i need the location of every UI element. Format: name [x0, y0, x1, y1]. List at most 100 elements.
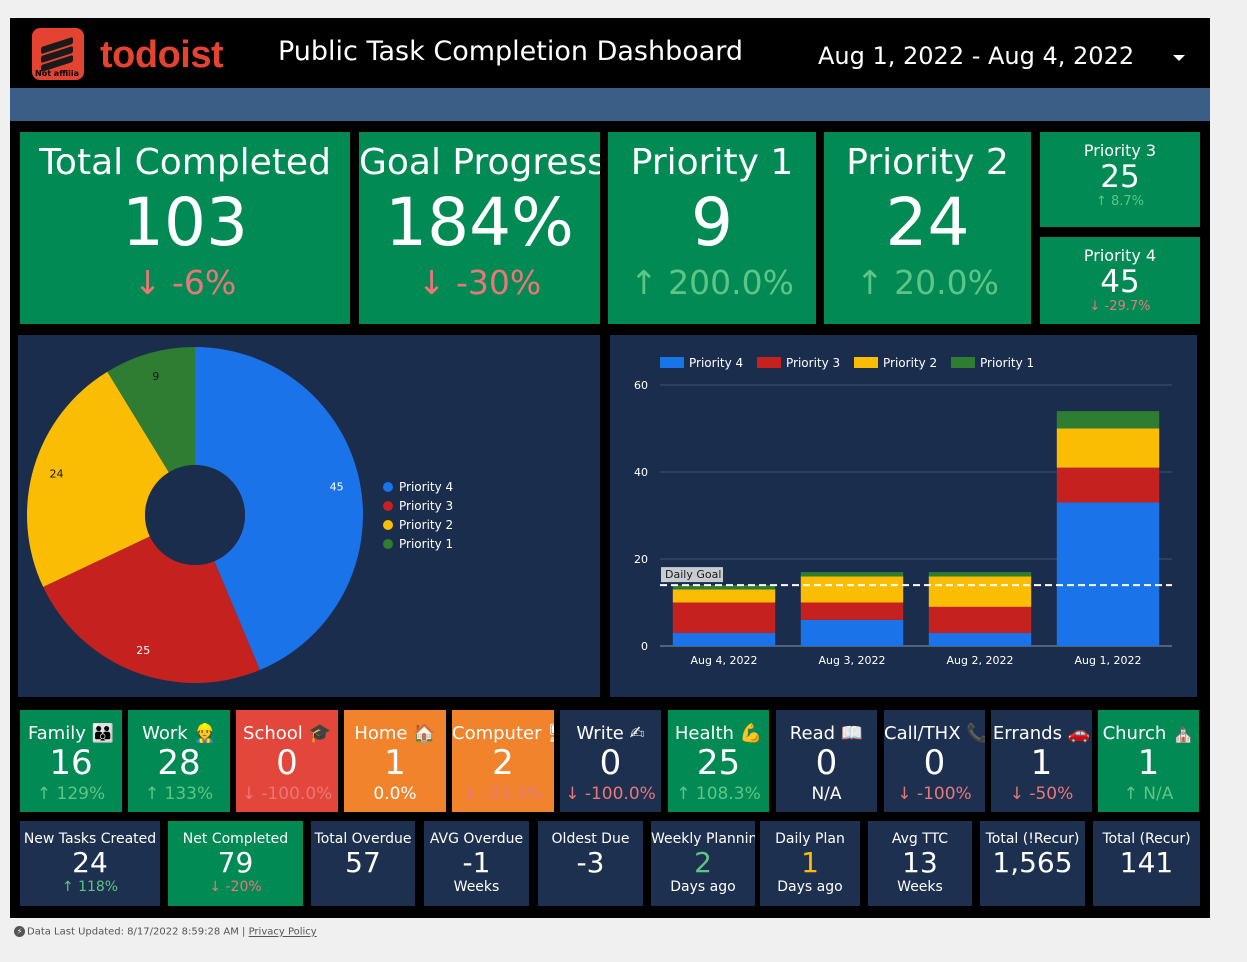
footer: ⚡ Data Last Updated: 8/17/2022 8:59:28 AM… — [14, 926, 317, 938]
kpi-value: 184% — [385, 184, 574, 261]
stat-title: New Tasks Created — [23, 831, 157, 847]
header-bar — [10, 88, 1210, 121]
category-card-health: Health 💪 25 ↑ 108.3% — [668, 710, 769, 812]
stat-title: Oldest Due — [551, 831, 630, 847]
bar-segment-priority-1[interactable] — [672, 585, 776, 590]
pie-slice-priority-4[interactable] — [195, 347, 363, 670]
bar-chart: 0 20 40 60 Aug 4, 2022 Aug 3, 2022 Aug 2, 2022… — [634, 356, 1172, 667]
kpi-value: 25 — [1100, 159, 1140, 195]
legend-item[interactable]: Priority 3 — [399, 499, 453, 513]
legend-item[interactable]: Priority 1 — [399, 537, 453, 551]
bar-segment-priority-3[interactable] — [800, 602, 904, 620]
kpi-title: Priority 2 — [846, 142, 1009, 183]
bar-segment-priority-1[interactable] — [928, 572, 1032, 577]
category-change-value: -100.0% — [584, 784, 656, 804]
privacy-policy-link[interactable]: Privacy Policy — [248, 926, 317, 938]
kpi-change: ↑ 200.0% — [608, 263, 816, 302]
category-change: ↓ -100.0% — [236, 784, 338, 804]
category-icon: 🖥 — [547, 723, 554, 744]
category-value: 1 — [384, 743, 406, 783]
kpi-change-value: -6% — [171, 263, 237, 302]
category-change: ↓ -33.3% — [452, 784, 554, 804]
legend-item[interactable]: Priority 1 — [980, 356, 1034, 370]
bar-segment-priority-2[interactable] — [1056, 428, 1160, 468]
stat-title: Weekly Planning — [651, 831, 755, 847]
bar-segment-priority-1[interactable] — [1056, 411, 1160, 429]
stat-title: Total (Recur) — [1102, 831, 1191, 847]
bar-segment-priority-2[interactable] — [928, 576, 1032, 607]
legend-swatch — [854, 357, 878, 368]
pie-slice-priority-3[interactable] — [43, 536, 260, 683]
stat-card-avg-ttc: Avg TTC 13 Weeks — [868, 821, 972, 906]
bar-segment-priority-1[interactable] — [800, 572, 904, 577]
stat-subtext-value: 118% — [78, 879, 119, 895]
category-icon: 👷 — [193, 723, 216, 744]
date-range-selector[interactable]: Aug 1, 2022 - Aug 4, 2022 — [818, 42, 1135, 70]
kpi-priority-1: Priority 1 9 ↑ 200.0% — [608, 132, 816, 324]
header: Not affilia todoist Public Task Completi… — [10, 18, 1210, 88]
legend-item[interactable]: Priority 2 — [399, 518, 453, 532]
pie-slice-priority-2[interactable] — [27, 371, 169, 587]
bar-segment-priority-2[interactable] — [672, 589, 776, 603]
category-title: School 🎓 — [236, 723, 338, 744]
category-change-value: -100.0% — [261, 784, 333, 804]
bar-segment-priority-3[interactable] — [928, 606, 1032, 633]
category-label: Computer — [452, 723, 542, 744]
stat-subtext-value: Days ago — [670, 879, 736, 895]
category-card-computer: Computer 🖥 2 ↓ -33.3% — [452, 710, 554, 812]
category-label: Write — [576, 723, 624, 744]
kpi-change: ↓ -30% — [359, 263, 600, 302]
stat-card-avg-overdue: AVG Overdue -1 Weeks — [424, 821, 529, 906]
arrow-up-icon: ↑ — [1123, 784, 1138, 804]
category-label: Health — [674, 723, 734, 744]
category-icon: ⛪ — [1172, 723, 1195, 744]
kpi-goal-progress: Goal Progress 184% ↓ -30% — [359, 132, 600, 324]
category-label: Church — [1102, 723, 1167, 744]
bar-segment-priority-4[interactable] — [928, 632, 1032, 646]
category-change: ↑ 129% — [20, 784, 122, 804]
category-title: Errands 🚗 — [991, 723, 1092, 744]
bar-segment-priority-4[interactable] — [1056, 502, 1160, 646]
stat-value: 79 — [217, 846, 254, 879]
stat-subtext-value: Weeks — [897, 879, 943, 895]
arrow-down-icon: ↓ — [463, 784, 478, 804]
y-tick-label: 60 — [634, 379, 648, 392]
bar-segment-priority-2[interactable] — [800, 576, 904, 603]
category-change: ↓ -100% — [884, 784, 985, 804]
kpi-total-completed: Total Completed 103 ↓ -6% — [20, 132, 350, 324]
kpi-change: ↑ 20.0% — [824, 263, 1031, 302]
category-change: ↑ N/A — [1098, 784, 1199, 804]
stat-title: Total (!Recur) — [985, 831, 1080, 847]
legend-item[interactable]: Priority 4 — [689, 356, 743, 370]
legend-item[interactable]: Priority 4 — [399, 480, 453, 494]
bar-segment-priority-3[interactable] — [672, 602, 776, 633]
arrow-down-icon: ↓ — [417, 263, 446, 302]
arrow-up-icon: ↑ — [144, 784, 160, 804]
pie-slice-priority-1[interactable] — [107, 347, 195, 473]
kpi-priority-2: Priority 2 24 ↑ 20.0% — [824, 132, 1031, 324]
stat-card-new-tasks-created: New Tasks Created 24 ↑ 118% — [20, 821, 160, 906]
arrow-down-icon: ↓ — [1009, 784, 1024, 804]
category-change-value: 133% — [164, 784, 214, 804]
legend-item[interactable]: Priority 2 — [883, 356, 937, 370]
bar-segment-priority-4[interactable] — [672, 632, 776, 646]
bar-chart-panel: 0 20 40 60 Aug 4, 2022 Aug 3, 2022 Aug 2, 2022… — [610, 335, 1197, 697]
legend-swatch — [383, 520, 393, 530]
legend-item[interactable]: Priority 3 — [786, 356, 840, 370]
legend-swatch — [660, 357, 684, 368]
y-tick-label: 0 — [641, 640, 648, 653]
category-card-family: Family 👪 16 ↑ 129% — [20, 710, 122, 812]
kpi-value: 9 — [691, 184, 733, 261]
pie-chart: 45 25 24 9 Priority 4 Priority 3 Priority 2 Pri… — [27, 347, 453, 683]
daily-goal-label: Daily Goal — [665, 568, 721, 581]
kpi-change-value: 8.7% — [1111, 194, 1145, 209]
category-change-value: -33.3% — [482, 784, 543, 804]
category-change: ↓ -50% — [991, 784, 1092, 804]
bar-segment-priority-3[interactable] — [1056, 467, 1160, 503]
y-tick-label: 40 — [634, 466, 648, 479]
category-label: Errands — [992, 723, 1062, 744]
bar-segment-priority-4[interactable] — [800, 619, 904, 646]
kpi-value: 24 — [885, 184, 970, 261]
chevron-down-icon[interactable] — [1173, 55, 1185, 61]
stat-title: Net Completed — [182, 831, 289, 847]
